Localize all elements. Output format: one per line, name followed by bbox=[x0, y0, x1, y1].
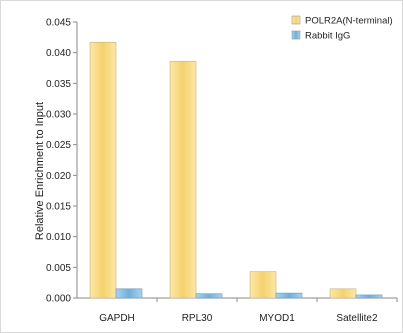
bar-polr2a-satellite2 bbox=[329, 288, 357, 299]
x-category-label: RPL30 bbox=[182, 313, 213, 324]
bar-polr2a-myod1 bbox=[249, 271, 277, 299]
y-tick-label: 0.015 bbox=[46, 202, 71, 213]
y-tick-label: 0.030 bbox=[46, 110, 71, 121]
y-tick-label: 0.025 bbox=[46, 140, 71, 151]
legend-label-polr2a: POLR2A(N-terminal) bbox=[305, 16, 393, 27]
y-tick-label: 0.045 bbox=[46, 18, 71, 29]
bar-polr2a-rpl30 bbox=[169, 60, 197, 299]
bar-rabbit-igg-satellite2 bbox=[355, 294, 383, 299]
y-tick-label: 0.000 bbox=[46, 294, 71, 305]
bar-rabbit-igg-rpl30 bbox=[195, 293, 223, 299]
bar-rabbit-igg-gapdh bbox=[115, 288, 143, 299]
y-axis-title: Relative Enrichment to Input bbox=[34, 102, 46, 240]
bar-polr2a-gapdh bbox=[89, 41, 117, 299]
bar-rabbit-igg-myod1 bbox=[275, 292, 303, 299]
legend-swatch-polr2a bbox=[291, 15, 301, 25]
legend-swatch-rabbit-igg bbox=[291, 30, 301, 40]
x-category-label: GAPDH bbox=[99, 313, 135, 324]
x-category-label: MYOD1 bbox=[259, 313, 295, 324]
x-category-label: Satellite2 bbox=[336, 313, 378, 324]
y-tick-label: 0.010 bbox=[46, 232, 71, 243]
y-tick-label: 0.020 bbox=[46, 171, 71, 182]
y-tick-label: 0.040 bbox=[46, 48, 71, 59]
y-tick-label: 0.005 bbox=[46, 263, 71, 274]
y-tick-label: 0.035 bbox=[46, 79, 71, 90]
legend: POLR2A(N-terminal) Rabbit IgG bbox=[291, 15, 393, 42]
plot-area: 0.000 0.005 0.010 0.015 0.020 0.025 0.030 0.035… bbox=[46, 18, 398, 324]
legend-label-rabbit-igg: Rabbit IgG bbox=[305, 31, 350, 42]
